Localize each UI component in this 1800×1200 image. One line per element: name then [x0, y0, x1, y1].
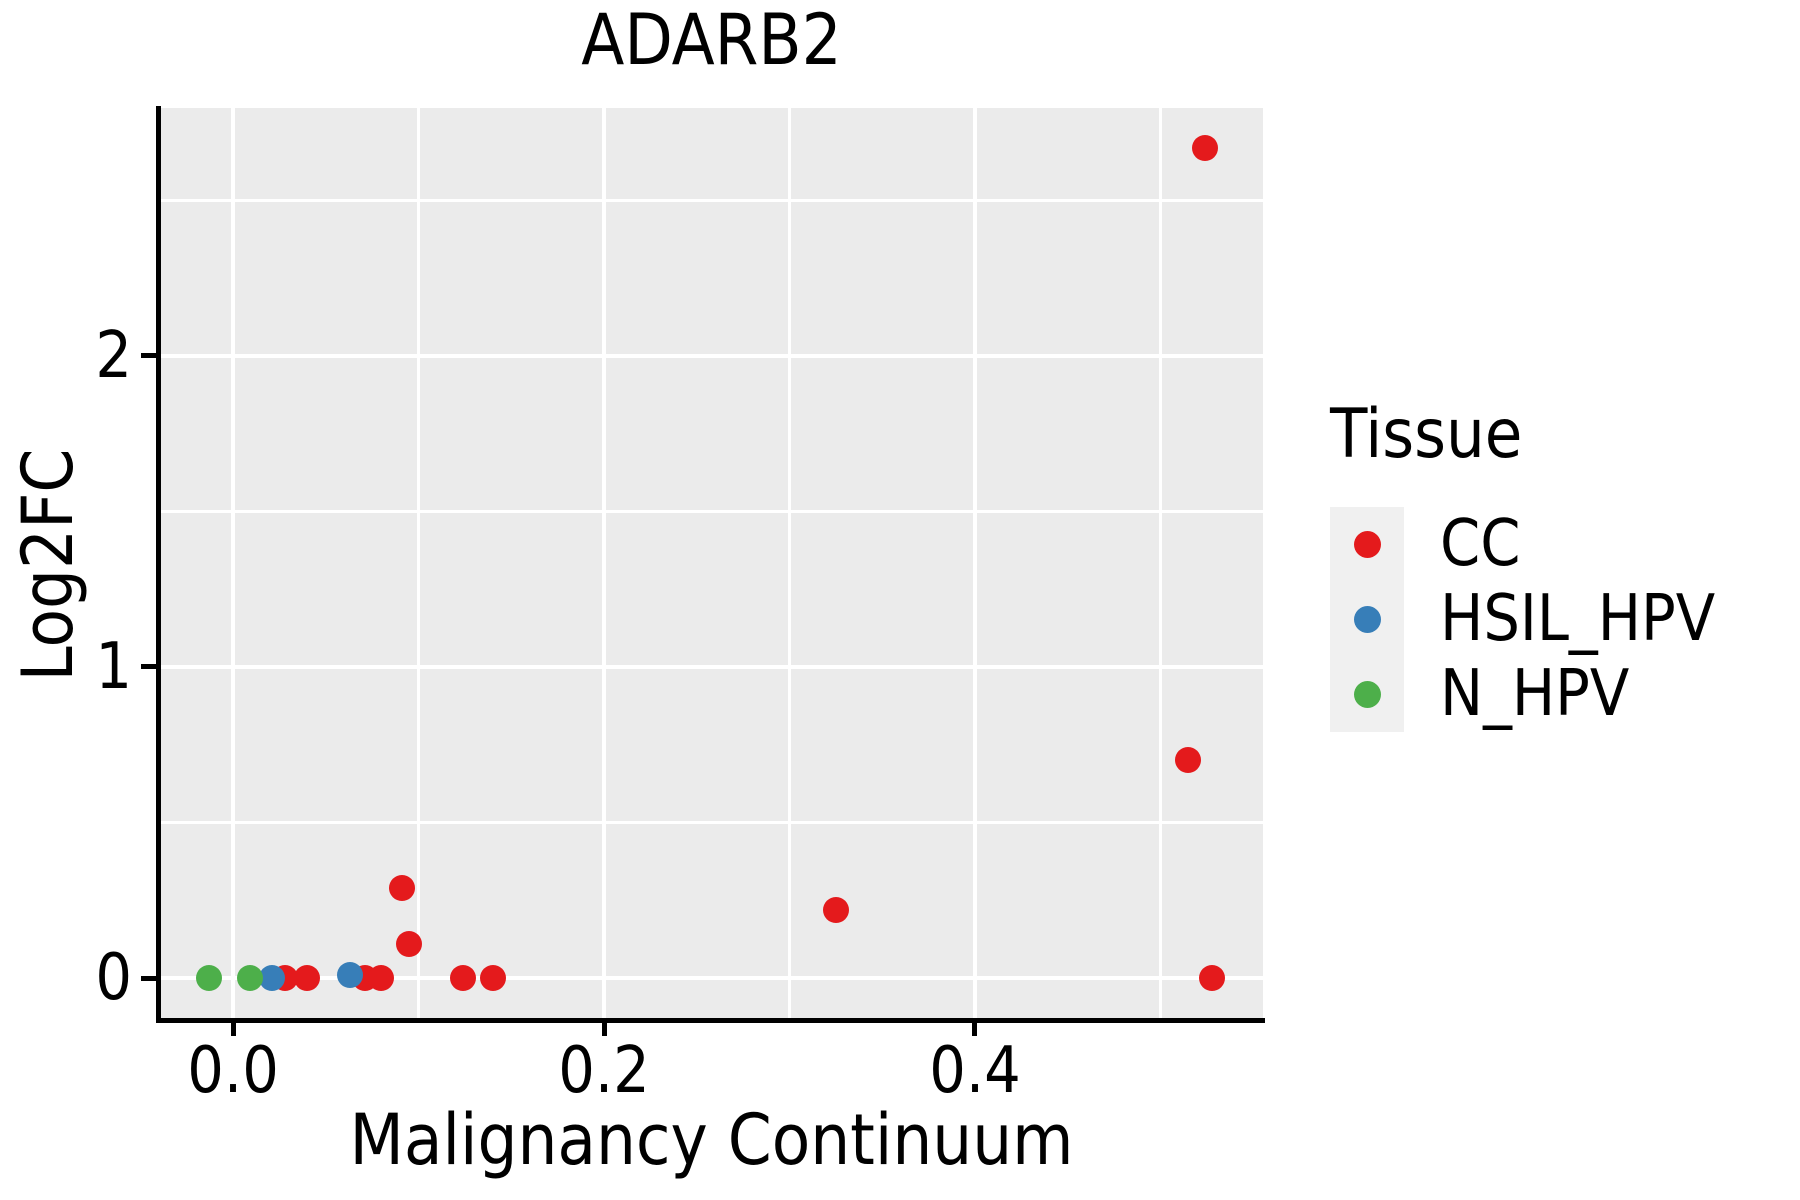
y-tick-mark: [141, 975, 156, 981]
data-point-CC: [1191, 134, 1218, 161]
y-major-gridline: [160, 976, 1263, 980]
legend: Tissue CC HSIL_HPV N_HPV: [1330, 395, 1716, 732]
x-axis-title: Malignancy Continuum: [349, 1099, 1074, 1181]
x-minor-gridline: [417, 108, 421, 1020]
data-point-CC: [450, 965, 477, 991]
legend-label: CC: [1440, 507, 1521, 582]
legend-item-HSIL_HPV: HSIL_HPV: [1330, 581, 1716, 657]
legend-key: [1330, 656, 1404, 732]
legend-label: N_HPV: [1440, 657, 1630, 732]
x-axis-line: [156, 1018, 1265, 1023]
data-point-N_HPV: [236, 965, 263, 991]
legend-item-CC: CC: [1330, 506, 1715, 582]
legend-key: [1330, 506, 1404, 582]
legend-items: CC HSIL_HPV N_HPV: [1330, 506, 1716, 732]
data-point-CC: [822, 896, 849, 923]
y-tick-mark: [141, 664, 156, 670]
y-tick-mark: [141, 353, 156, 359]
plot-title: ADARB2: [581, 0, 842, 81]
x-major-gridline: [231, 108, 236, 1020]
data-point-CC: [388, 874, 415, 901]
legend-key: [1330, 581, 1404, 657]
data-point-N_HPV: [195, 965, 222, 991]
data-point-CC: [479, 965, 506, 991]
x-tick-label: 0.4: [929, 1034, 1021, 1108]
plot-panel: [160, 108, 1263, 1020]
data-point-CC: [396, 930, 423, 957]
legend-dot-icon: [1353, 680, 1381, 708]
legend-item-N_HPV: N_HPV: [1330, 656, 1715, 732]
y-major-gridline: [160, 664, 1263, 669]
data-point-CC: [294, 965, 321, 991]
legend-title: Tissue: [1330, 395, 1523, 474]
y-tick-label: 2: [95, 318, 132, 393]
x-minor-gridline: [787, 108, 791, 1020]
data-point-HSIL_HPV: [336, 961, 363, 988]
x-tick-mark: [601, 1021, 607, 1036]
y-minor-gridline: [160, 509, 1263, 513]
x-major-gridline: [602, 108, 607, 1020]
x-tick-label: 0.0: [187, 1034, 279, 1108]
y-tick-label: 1: [95, 629, 132, 704]
y-major-gridline: [160, 353, 1263, 358]
data-point-HSIL_HPV: [259, 965, 286, 991]
y-axis-line: [156, 106, 161, 1023]
x-major-gridline: [972, 108, 977, 1020]
y-tick-label: 0: [95, 941, 132, 1015]
x-tick-mark: [230, 1021, 236, 1036]
x-minor-gridline: [1158, 108, 1162, 1020]
data-point-CC: [1175, 747, 1202, 774]
y-minor-gridline: [160, 820, 1263, 824]
legend-label: HSIL_HPV: [1440, 582, 1716, 657]
x-tick-mark: [972, 1021, 978, 1036]
x-tick-label: 0.2: [558, 1034, 650, 1108]
legend-dot-icon: [1353, 530, 1381, 558]
data-point-CC: [1199, 965, 1226, 991]
y-minor-gridline: [160, 198, 1263, 202]
data-point-CC: [368, 965, 395, 991]
legend-dot-icon: [1353, 605, 1381, 633]
